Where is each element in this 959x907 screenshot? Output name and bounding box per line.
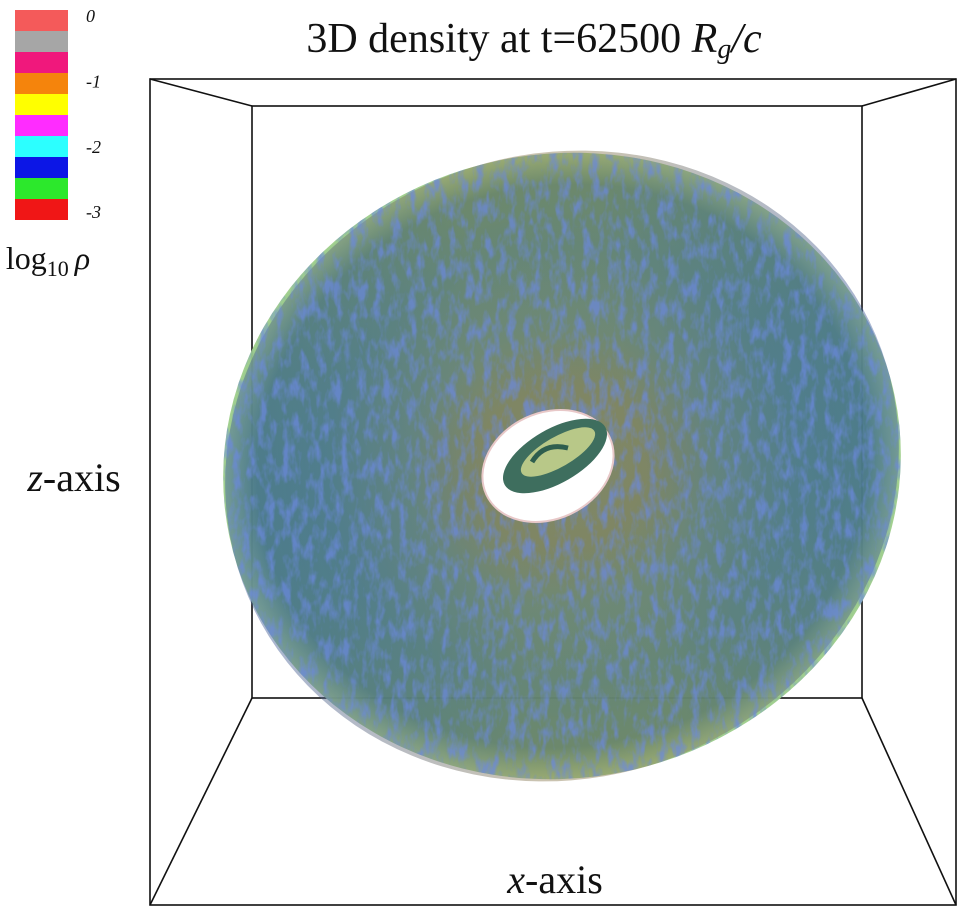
colorbar-tick-label: -2 <box>86 137 101 157</box>
colorbar-swatch <box>15 73 68 94</box>
colorbar-swatch <box>15 10 68 31</box>
colorbar: 0 -1 -2 -3 <box>15 6 101 222</box>
colorbar-swatch <box>15 157 68 178</box>
colorbar-tick-label: -1 <box>86 71 101 91</box>
colorbar-tick-label: 0 <box>86 6 95 26</box>
title: 3D density at t=62500 Rg/c <box>306 16 762 66</box>
figure: 3D density at t=62500 Rg/c 0 -1 -2 -3 log10… <box>0 0 959 907</box>
colorbar-swatch <box>15 52 68 73</box>
colorbar-swatch <box>15 31 68 52</box>
z-axis-label: z-axis <box>26 455 120 500</box>
colorbar-tick-label: -3 <box>86 202 101 222</box>
colorbar-swatch <box>15 136 68 157</box>
colorbar-swatch <box>15 94 68 115</box>
colorbar-swatch <box>15 178 68 199</box>
colorbar-swatch <box>15 199 68 220</box>
density-disk <box>165 90 959 842</box>
x-axis-label: x-axis <box>506 857 603 902</box>
colorbar-swatch <box>15 115 68 136</box>
